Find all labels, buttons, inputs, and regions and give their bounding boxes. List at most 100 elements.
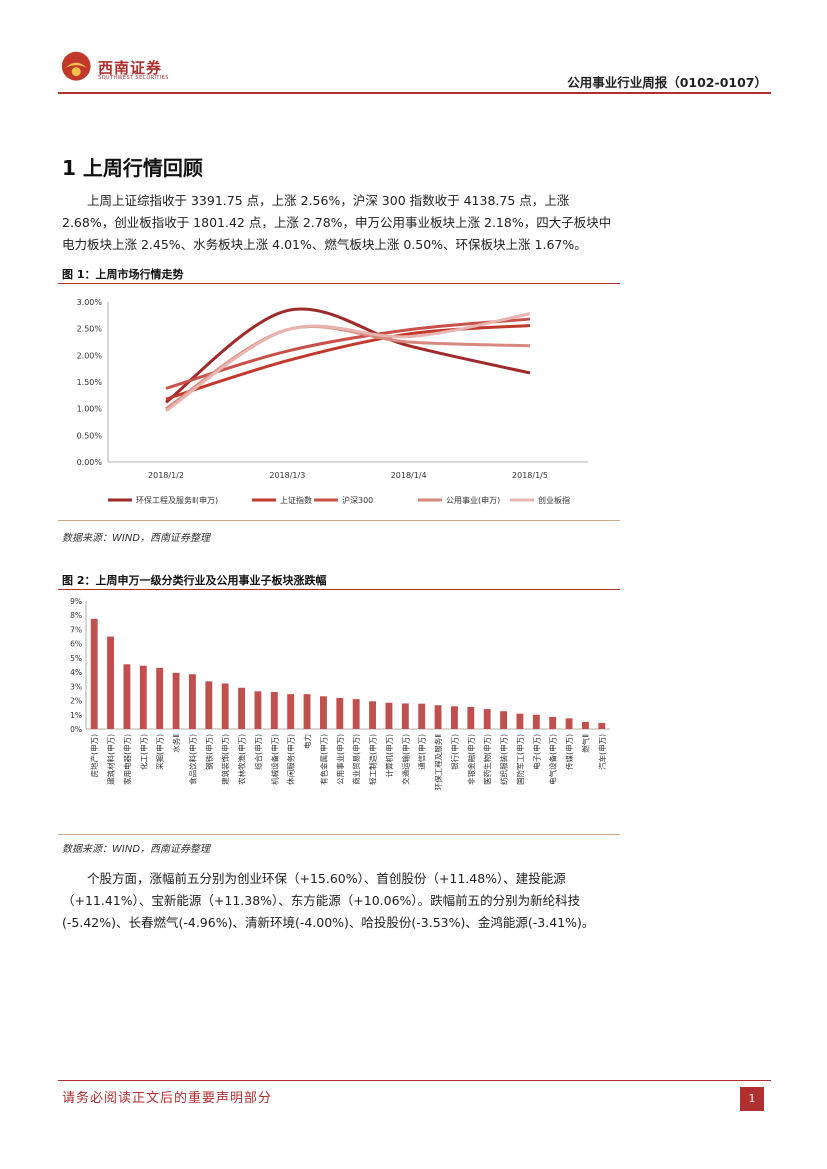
y-tick-label: 0.00% [77,458,103,467]
x-tick-label: 建筑材料(申万) [106,734,116,785]
x-tick-label: 计算机(申万) [384,734,394,777]
x-tick-label: 2018/1/5 [512,471,548,480]
y-tick-label: 1.50% [77,378,103,387]
x-tick-label: 房地产(申万) [89,734,99,777]
bar [352,699,360,729]
bar [238,687,246,729]
figure1-bottom-rule [58,520,620,521]
legend-label: 上证指数 [280,495,312,505]
paragraph-text: 上周上证综指收于 3391.75 点，上涨 2.56%，沪深 300 指数收于 … [62,193,612,252]
market-trend-line-chart: 0.00% 0.50% 1.00% 1.50% 2.00% 2.50% 3.00% 2018/… [77,298,588,505]
y-tick-label: 3.00% [77,298,103,307]
x-tick-label: 食品饮料(申万) [187,734,197,785]
x-tick-label: 传媒(申万) [564,734,574,770]
x-tick-label: 机械设备(申万) [269,734,279,785]
x-tick-label: 采掘(申万) [155,734,165,770]
figure2-top-rule [58,589,620,590]
x-tick-label: 非银金融(申万) [466,734,476,785]
x-tick-label: 钢铁(申万) [204,734,214,770]
bar [270,692,278,729]
x-tick-label: 综合(申万) [253,734,263,770]
bar [90,618,98,729]
x-tick-label: 2018/1/3 [269,471,305,480]
bar [254,691,262,729]
x-tick-label: 2018/1/2 [148,471,184,480]
y-tick-label: 9% [70,597,82,606]
legend-label: 创业板指 [538,495,570,505]
x-tick-label: 电力 [302,734,312,749]
report-title: 公用事业行业周报（0102-0107） [567,75,767,90]
y-tick-label: 2.50% [77,325,103,334]
legend-label: 沪深300 [342,495,373,505]
y-tick-label: 6% [70,640,82,649]
bar [123,664,131,729]
figure2-caption: 图 2：上周申万一级分类行业及公用事业子板块涨跌幅 [62,574,327,587]
bar [188,674,196,729]
x-tick-label: 燃气Ⅱ [580,734,590,753]
x-tick-label: 商业贸易(申万) [351,734,361,785]
x-tick-label: 公用事业(申万) [335,734,345,785]
figure1-top-rule [58,283,620,284]
bar [434,705,442,729]
x-tick-label: 医药生物(申万) [482,734,492,785]
page-number: 1 [740,1087,764,1111]
series-line [165,323,531,401]
bar [450,706,458,729]
bar [401,703,409,729]
bar [565,718,573,729]
bar [516,713,524,729]
logo-text: 西南证券 [98,59,163,77]
x-tick-label: 化工(申万) [138,734,148,770]
legend-label: 环保工程及服务Ⅱ(申万) [136,495,218,505]
y-tick-label: 2.00% [77,351,103,360]
section-title: 1 上周行情回顾 [62,156,203,180]
stocks-paragraph: 个股方面，涨幅前五分别为创业环保（+15.60%）、首创股份（+11.48%）、… [62,868,622,934]
x-tick-label: 水务Ⅱ [171,734,181,753]
bar [483,709,491,729]
x-tick-label: 休闲服务(申万) [286,734,296,785]
series-line [165,312,531,413]
logo-emblem-icon [61,51,91,81]
x-tick-label: 银行(申万) [449,734,459,770]
bar [369,701,377,729]
x-tick-label: 电气设备(申万) [548,734,558,785]
series-line [165,307,531,404]
bar [581,721,589,729]
header-divider [58,92,771,94]
bar [532,714,540,729]
y-tick-label: 4% [70,668,82,677]
market-review-paragraph: 上周上证综指收于 3391.75 点，上涨 2.56%，沪深 300 指数收于 … [62,190,622,256]
bar [598,723,606,729]
bar [172,672,180,729]
x-tick-label: 轻工制造(申万) [368,734,378,785]
y-tick-label: 2% [70,697,82,706]
x-tick-label: 家用电器(申万) [122,734,132,785]
figure1-caption: 图 1：上周市场行情走势 [62,268,184,281]
bar [549,716,557,729]
footer-divider [58,1080,771,1081]
x-tick-label: 环保工程及服务Ⅱ [433,734,443,790]
x-tick-label: 国防军工(申万) [515,734,525,785]
y-tick-label: 3% [70,682,82,691]
bar [156,667,164,729]
bar [500,711,508,729]
x-tick-label: 交通运输(申万) [400,734,410,785]
bar [467,706,475,729]
bar [107,636,115,729]
y-tick-label: 0% [70,725,82,734]
x-tick-label: 纺织服装(申万) [499,734,509,785]
y-tick-label: 5% [70,654,82,663]
y-tick-label: 1.00% [77,405,103,414]
bar [221,683,229,729]
bar [418,703,426,729]
x-tick-label: 建筑装饰(申万) [220,734,230,785]
x-tick-label: 2018/1/4 [391,471,427,480]
figure1-source: 数据来源：WIND，西南证券整理 [62,533,211,544]
y-tick-label: 8% [70,611,82,620]
figure2-bottom-rule [58,834,620,835]
x-tick-label: 汽车(申万) [597,734,607,770]
x-tick-label: 农林牧渔(申万) [237,734,247,785]
x-tick-label: 电子(申万) [531,734,541,770]
logo-subtext: SOUTHWEST SECURITIES [98,75,169,81]
bar [319,696,327,729]
